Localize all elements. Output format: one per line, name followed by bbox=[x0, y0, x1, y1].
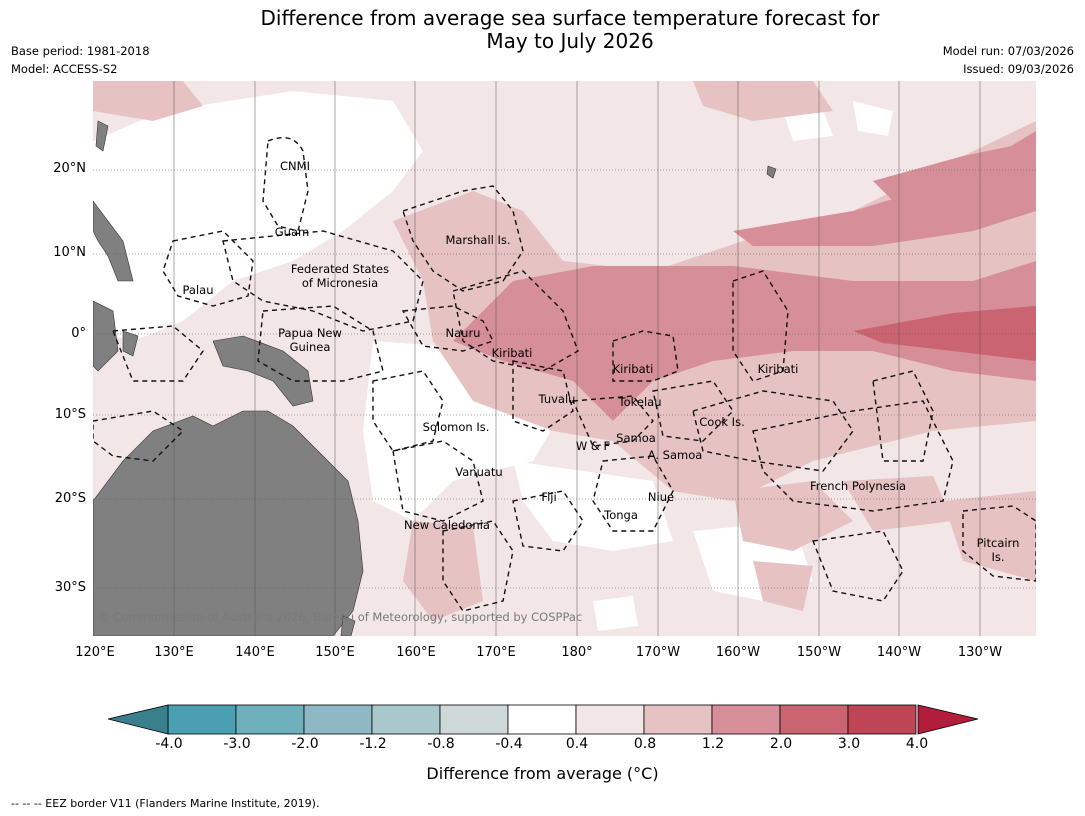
issued-date: Issued: 09/03/2026 bbox=[963, 62, 1074, 76]
place-label: Marshall Is. bbox=[445, 233, 511, 247]
lon-label-120e: 120°E bbox=[75, 645, 115, 660]
philippines-landmass bbox=[93, 200, 134, 282]
colorbar-segment bbox=[303, 704, 373, 735]
colorbar-label: Difference from average (°C) bbox=[426, 764, 659, 783]
sulawesi-landmass bbox=[122, 330, 139, 357]
place-label: Solomon Is. bbox=[422, 420, 490, 434]
lon-label-160e: 160°E bbox=[396, 645, 436, 660]
place-label: Federated States of Micronesia bbox=[290, 262, 390, 290]
place-label: Nauru bbox=[445, 326, 481, 340]
colorbar-segment bbox=[643, 704, 713, 735]
colorbar-tick: -0.4 bbox=[495, 736, 523, 752]
place-label: Tonga bbox=[604, 508, 638, 522]
colorbar-tick: 0.4 bbox=[565, 736, 589, 752]
place-label: Pitcairn Is. bbox=[976, 536, 1020, 564]
place-label: Tokelau bbox=[618, 395, 662, 409]
colorbar-segments bbox=[167, 704, 917, 735]
sst-anomaly-map bbox=[93, 81, 1036, 636]
model-run: Model run: 07/03/2026 bbox=[942, 44, 1074, 58]
place-label: New Caledonia bbox=[404, 518, 490, 532]
place-label: Papua New Guinea bbox=[278, 326, 342, 354]
colorbar-tick: -0.8 bbox=[427, 736, 455, 752]
colorbar-segment bbox=[235, 704, 305, 735]
place-label: CNMI bbox=[280, 159, 310, 173]
chart-title: Difference from average sea surface temp… bbox=[260, 6, 880, 53]
map-graphic bbox=[93, 81, 1036, 636]
place-label: Samoa bbox=[616, 431, 656, 445]
place-label: Guam bbox=[274, 225, 310, 239]
place-label: W & F bbox=[575, 439, 611, 453]
colorbar-tick: 4.0 bbox=[905, 736, 929, 752]
new-zealand-landmass bbox=[340, 615, 356, 636]
place-label: Cook Is. bbox=[699, 415, 745, 429]
land-masses bbox=[93, 120, 777, 636]
place-label: Kiribati bbox=[612, 362, 654, 376]
colorbar-tick: 2.0 bbox=[769, 736, 793, 752]
colorbar-over-triangle bbox=[917, 704, 979, 735]
colorbar-segment bbox=[439, 704, 509, 735]
colorbar-tick: 1.2 bbox=[701, 736, 725, 752]
australia-landmass bbox=[93, 410, 364, 636]
place-label: Fiji bbox=[541, 490, 557, 504]
metadata-left: Base period: 1981-2018 Model: ACCESS-S2 bbox=[11, 42, 150, 78]
place-label: A. Samoa bbox=[647, 448, 703, 462]
colorbar-segment bbox=[847, 704, 917, 735]
lon-label-140e: 140°E bbox=[235, 645, 275, 660]
lat-label-0: 0° bbox=[71, 326, 86, 341]
lon-label-180: 180° bbox=[561, 645, 593, 660]
eez-footnote: -- -- -- EEZ border V11 (Flanders Marine… bbox=[11, 797, 320, 810]
colorbar-segment bbox=[711, 704, 781, 735]
lat-label-30s: 30°S bbox=[54, 580, 86, 595]
anomaly-2-0-to-3-0 bbox=[853, 306, 1036, 361]
lat-label-20n: 20°N bbox=[53, 161, 86, 176]
lon-label-170w: 170°W bbox=[635, 645, 681, 660]
colorbar-tick: 3.0 bbox=[837, 736, 861, 752]
colorbar-segment bbox=[371, 704, 441, 735]
colorbar-tick: -1.2 bbox=[359, 736, 387, 752]
lat-label-20s: 20°S bbox=[54, 491, 86, 506]
place-label: Palau bbox=[182, 283, 214, 297]
colorbar-tick: 0.8 bbox=[633, 736, 657, 752]
colorbar-under-triangle bbox=[108, 704, 169, 735]
place-label: Kiribati bbox=[491, 346, 533, 360]
lon-label-170e: 170°E bbox=[476, 645, 516, 660]
copyright-notice: © Commonwealth of Australia 2026, Bureau… bbox=[98, 610, 583, 624]
lon-label-160w: 160°W bbox=[715, 645, 761, 660]
hawaii-landmass bbox=[766, 165, 777, 179]
lon-label-140w: 140°W bbox=[876, 645, 922, 660]
place-label: Tuvalu bbox=[538, 392, 576, 406]
eez-borders bbox=[93, 137, 1036, 612]
anomaly-1-2-to-2-0 bbox=[453, 131, 1036, 421]
colorbar-segment bbox=[167, 704, 237, 735]
new-guinea-landmass bbox=[212, 335, 314, 407]
base-period: Base period: 1981-2018 bbox=[11, 44, 150, 58]
lon-label-130e: 130°E bbox=[154, 645, 194, 660]
lon-label-150e: 150°E bbox=[315, 645, 355, 660]
lat-label-10n: 10°N bbox=[53, 245, 86, 260]
gridlines bbox=[93, 81, 1036, 636]
place-label: Niue bbox=[647, 490, 675, 504]
colorbar-tick: -4.0 bbox=[155, 736, 183, 752]
colorbar-segment bbox=[575, 704, 645, 735]
metadata-right: Model run: 07/03/2026 Issued: 09/03/2026 bbox=[943, 42, 1074, 78]
place-label: French Polynesia bbox=[809, 479, 907, 493]
colorbar bbox=[108, 704, 979, 735]
place-label: Kiribati bbox=[757, 362, 799, 376]
colorbar-tick: -2.0 bbox=[291, 736, 319, 752]
colorbar-segment bbox=[779, 704, 849, 735]
lon-label-150w: 150°W bbox=[796, 645, 842, 660]
colorbar-tick: -3.0 bbox=[223, 736, 251, 752]
taiwan-landmass bbox=[95, 120, 109, 152]
borneo-landmass bbox=[93, 300, 119, 372]
lon-label-130w: 130°W bbox=[957, 645, 1003, 660]
model-name: Model: ACCESS-S2 bbox=[11, 62, 118, 76]
place-label: Vanuatu bbox=[455, 465, 503, 479]
colorbar-segment bbox=[507, 704, 577, 735]
lat-label-10s: 10°S bbox=[54, 407, 86, 422]
